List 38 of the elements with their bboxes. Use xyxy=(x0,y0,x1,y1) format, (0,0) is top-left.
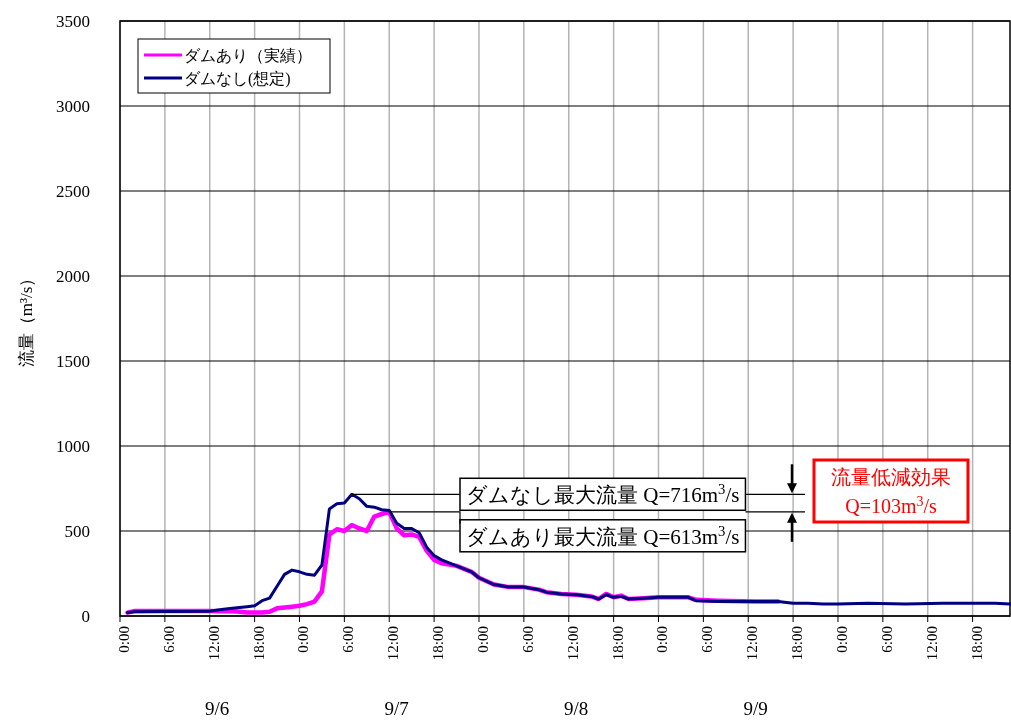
x-tick-label: 6:00 xyxy=(160,626,177,653)
x-tick-label: 18:00 xyxy=(968,626,985,661)
x-tick-label: 6:00 xyxy=(878,626,895,653)
x-tick-label: 6:00 xyxy=(519,626,536,653)
text: 9/7 xyxy=(384,698,409,719)
text: 9/9 xyxy=(743,698,768,719)
y-tick-label: 0 xyxy=(81,607,90,626)
text: 9/6 xyxy=(205,698,230,719)
x-tick-label: 6:00 xyxy=(340,626,357,653)
annotation: ダムなし最大流量 Q=716m$^{3}$/s xyxy=(466,481,740,508)
legend-label: ダムあり（実績） xyxy=(184,47,312,64)
x-tick-label: 12:00 xyxy=(744,626,761,661)
legend-label: ダムなし(想定) xyxy=(184,70,291,88)
y-tick-label: 2500 xyxy=(56,182,90,201)
x-tick-label: 12:00 xyxy=(923,626,940,661)
x-tick-label: 0:00 xyxy=(116,626,132,653)
x-tick-label: 12:00 xyxy=(205,626,222,661)
y-axis-title: 流量（m³/s） xyxy=(17,269,36,368)
x-tick-label: 0:00 xyxy=(654,626,671,653)
x-tick-label: 12:00 xyxy=(385,626,402,661)
y-tick-label: 1500 xyxy=(56,352,90,371)
x-tick-label: 0:00 xyxy=(474,626,491,653)
annotation: ダムあり最大流量 Q=613m$^{3}$/s xyxy=(466,522,740,549)
x-tick-label: 6:00 xyxy=(699,626,716,653)
x-tick-label: 0:00 xyxy=(833,626,850,653)
x-tick-label: 18:00 xyxy=(609,626,626,661)
x-tick-label: 0:00 xyxy=(295,626,312,653)
x-tick-label: 18:00 xyxy=(430,626,447,661)
y-tick-label: 3500 xyxy=(56,12,90,31)
y-tick-label: 1000 xyxy=(56,437,90,456)
x-tick-label: 18:00 xyxy=(250,626,267,661)
annotation: 流量低減効果 Q=103m$^{3}$/s xyxy=(831,466,951,517)
y-tick-label: 3000 xyxy=(56,97,90,116)
y-tick-label: 2000 xyxy=(56,267,90,286)
x-tick-label: 18:00 xyxy=(789,626,806,661)
x-tick-label: 12:00 xyxy=(564,626,581,661)
text: 9/8 xyxy=(564,698,589,719)
y-tick-label: 500 xyxy=(64,522,90,541)
